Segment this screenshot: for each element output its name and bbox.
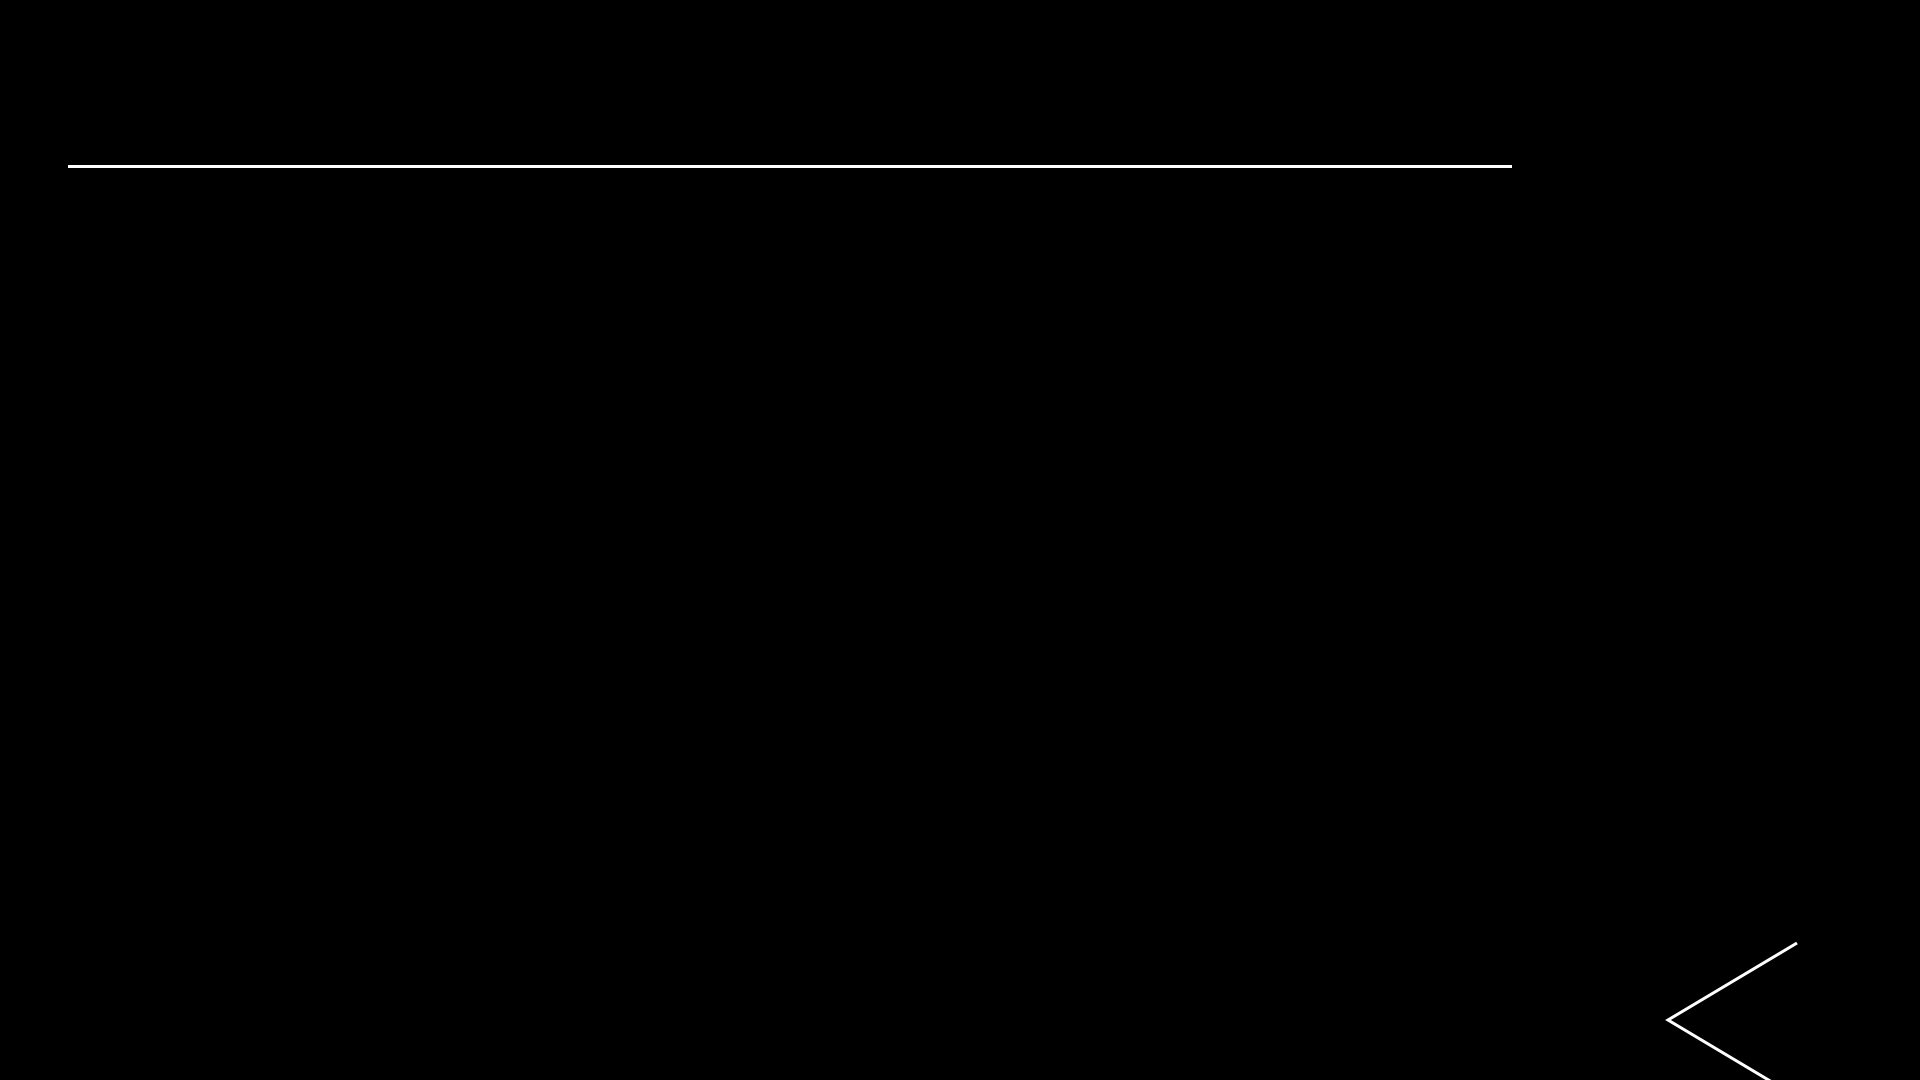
timeline-rule: [68, 165, 1512, 168]
timetable: [68, 165, 1512, 981]
logo-chevron-icon: [1665, 941, 1798, 1080]
sidmouth-swimming-pool-logo: [1665, 941, 1798, 1080]
